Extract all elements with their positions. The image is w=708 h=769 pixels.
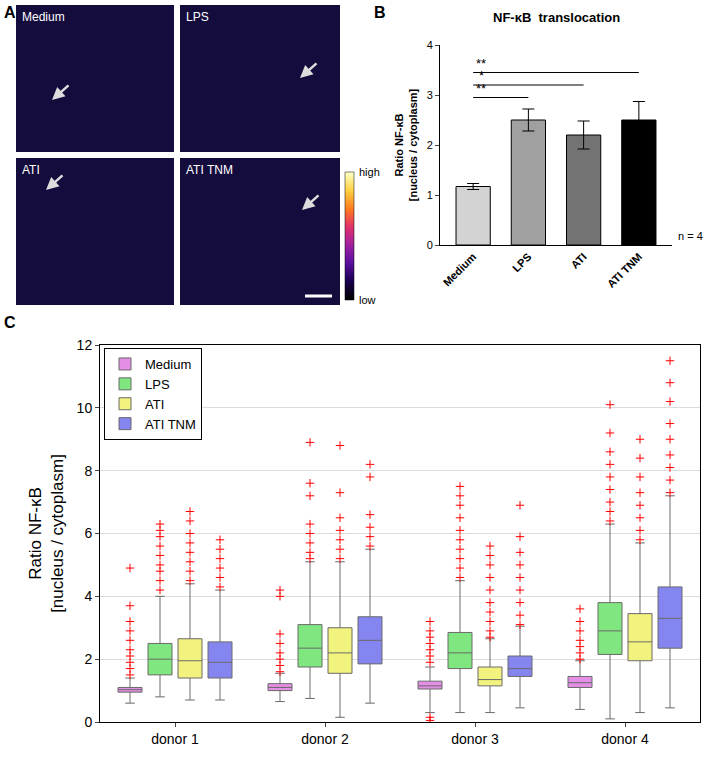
- svg-text:Medium: Medium: [22, 10, 65, 24]
- svg-text:n = 4: n = 4: [678, 230, 703, 242]
- svg-text:**: **: [476, 56, 486, 71]
- svg-text:Medium: Medium: [441, 250, 479, 288]
- svg-text:donor 4: donor 4: [601, 731, 649, 747]
- svg-text:8: 8: [84, 463, 92, 479]
- svg-text:ATI: ATI: [568, 251, 588, 271]
- svg-text:NF-κB translocation: NF-κB translocation: [493, 10, 620, 25]
- svg-text:2: 2: [427, 139, 433, 151]
- svg-text:2: 2: [84, 651, 92, 667]
- svg-text:**: **: [476, 81, 486, 96]
- svg-text:ATI TNM: ATI TNM: [186, 163, 233, 177]
- svg-text:ATI TNM: ATI TNM: [145, 417, 196, 432]
- svg-text:*: *: [479, 68, 484, 83]
- svg-text:low: low: [359, 294, 376, 306]
- svg-text:ATI TNM: ATI TNM: [605, 251, 644, 290]
- svg-text:4: 4: [427, 39, 433, 51]
- svg-text:A: A: [4, 4, 16, 21]
- svg-text:donor 1: donor 1: [151, 731, 199, 747]
- svg-text:high: high: [359, 166, 380, 178]
- svg-text:donor 3: donor 3: [451, 731, 499, 747]
- svg-text:donor 2: donor 2: [301, 731, 349, 747]
- svg-text:Medium: Medium: [145, 357, 191, 372]
- svg-text:0: 0: [84, 714, 92, 730]
- svg-text:ATI: ATI: [145, 397, 164, 412]
- svg-text:ATI: ATI: [22, 163, 40, 177]
- svg-text:Ratio NF-κB[nucleus / cytoplas: Ratio NF-κB[nucleus / cytoplasm]: [393, 88, 419, 201]
- svg-text:C: C: [4, 314, 16, 331]
- svg-text:6: 6: [84, 525, 92, 541]
- svg-text:3: 3: [427, 89, 433, 101]
- svg-text:LPS: LPS: [186, 10, 209, 24]
- svg-text:0: 0: [427, 239, 433, 251]
- svg-text:LPS: LPS: [510, 251, 534, 275]
- svg-text:LPS: LPS: [145, 377, 170, 392]
- svg-text:1: 1: [427, 189, 433, 201]
- svg-text:12: 12: [77, 337, 93, 353]
- svg-text:Ratio NF-κB[nucleus / cytoplas: Ratio NF-κB[nucleus / cytoplasm]: [26, 454, 67, 613]
- svg-text:B: B: [374, 4, 386, 21]
- svg-text:4: 4: [84, 588, 92, 604]
- svg-text:10: 10: [77, 400, 93, 416]
